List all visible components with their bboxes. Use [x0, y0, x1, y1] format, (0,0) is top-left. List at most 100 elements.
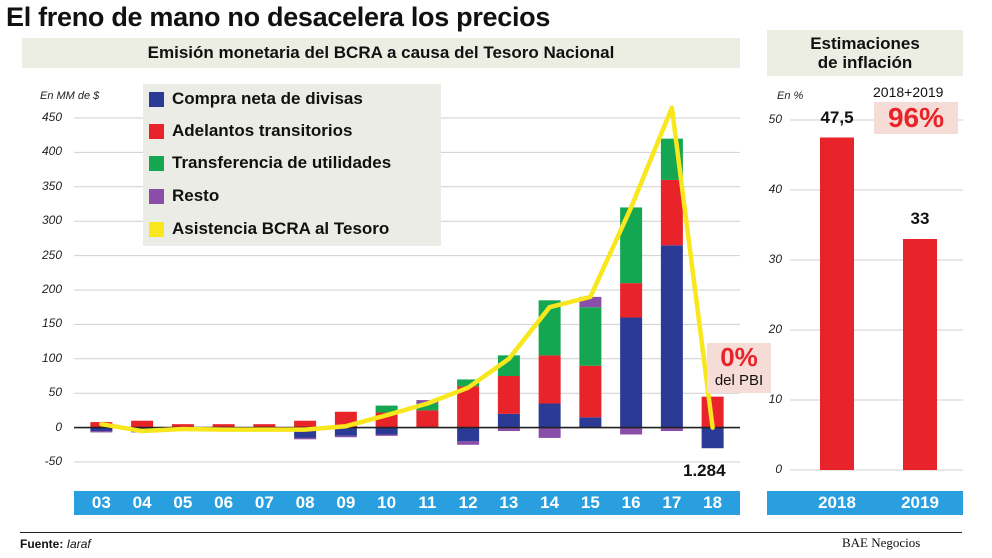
y-tick-label: 150 — [41, 316, 62, 331]
bar-segment — [620, 207, 643, 284]
data-label: 33 — [910, 209, 930, 228]
bar-segment — [171, 424, 194, 428]
bar-segment — [620, 283, 643, 318]
legend-item-resto: Resto — [149, 183, 219, 209]
inflation-bar — [820, 137, 854, 470]
bar-segment — [579, 365, 602, 418]
legend-item-transferencia: Transferencia de utilidades — [149, 150, 391, 176]
bar-segment — [457, 427, 480, 442]
bar-segment — [416, 403, 439, 411]
bar-segment — [497, 427, 520, 432]
bar-segment — [375, 427, 398, 435]
pbi-callout-label: del PBI — [714, 372, 764, 389]
y-tick-label: 450 — [41, 110, 62, 124]
bar-segment — [660, 179, 683, 246]
x-tick-label: 10 — [377, 493, 397, 512]
x-tick-label: 04 — [132, 493, 152, 512]
x-tick-label: 14 — [540, 493, 560, 512]
legend-item-adelantos: Adelantos transitorios — [149, 118, 352, 144]
x-tick-label: 16 — [621, 493, 641, 512]
left-chart-subtitle: Emisión monetaria del BCRA a causa del T… — [22, 38, 740, 68]
last-point-label: 1.284 — [683, 461, 726, 480]
inflation-bar — [903, 239, 937, 470]
x-tick-label: 11 — [418, 493, 437, 512]
brand-credit: BAE Negocios — [842, 535, 921, 550]
main-title: El freno de mano no desacelera los preci… — [6, 2, 551, 32]
x-tick-label: 07 — [254, 493, 274, 512]
bar-segment — [253, 424, 276, 428]
bar-segment — [497, 413, 520, 428]
bar-segment — [457, 441, 480, 445]
y-tick-label: 0 — [55, 419, 62, 434]
bar-segment — [660, 245, 683, 428]
legend-label-transferencia: Transferencia de utilidades — [172, 153, 392, 172]
x-tick-label: 09 — [336, 493, 356, 512]
source-name: Iaraf — [66, 537, 91, 551]
bar-segment — [620, 427, 643, 435]
y-tick-label: -50 — [44, 454, 62, 468]
y-tick-label: 100 — [41, 350, 62, 365]
bar-segment — [538, 355, 561, 404]
legend-label-asistencia: Asistencia BCRA al Tesoro — [172, 219, 390, 238]
left-x-axis-band — [74, 491, 740, 515]
x-tick-label: 2018 — [818, 493, 856, 512]
x-tick-label: 13 — [499, 493, 519, 512]
right-subtitle-line2: de inflación — [817, 53, 913, 72]
y-tick-label: 400 — [41, 144, 62, 159]
right-units-label: En % — [777, 90, 804, 102]
bar-segment — [294, 427, 317, 438]
bar-segment — [131, 420, 154, 428]
legend-label-adelantos: Adelantos transitorios — [172, 121, 353, 140]
legend-item-compra: Compra neta de divisas — [149, 86, 363, 112]
y-tick-label: 0 — [775, 462, 782, 476]
x-tick-label: 05 — [173, 493, 193, 512]
bar-segment — [497, 376, 520, 414]
bar-segment — [457, 386, 480, 428]
x-tick-label: 15 — [580, 493, 600, 512]
bar-segment — [334, 427, 357, 436]
legend-swatch-resto — [149, 188, 164, 204]
x-tick-label: 18 — [703, 493, 723, 512]
legend-swatch-compra — [149, 91, 164, 107]
emission-chart — [74, 105, 740, 463]
y-tick-label: 350 — [41, 178, 62, 193]
asistencia-line — [99, 105, 715, 434]
bar-segment — [701, 427, 724, 449]
legend-swatch-adelantos — [149, 123, 164, 139]
bar-segment — [538, 427, 561, 438]
source-note: Fuente: Iaraf — [20, 537, 91, 551]
y-tick-label: 40 — [768, 182, 782, 196]
y-tick-label: 10 — [768, 392, 782, 406]
y-tick-label: 20 — [768, 322, 782, 336]
bar-segment — [579, 307, 602, 366]
legend-item-asistencia: Asistencia BCRA al Tesoro — [149, 216, 389, 242]
chart-legend: Compra neta de divisas Adelantos transit… — [143, 84, 441, 246]
legend-label-compra: Compra neta de divisas — [172, 89, 363, 108]
pbi-callout: 0% del PBI — [707, 343, 771, 393]
bar-segment — [579, 296, 602, 308]
source-label: Fuente: — [20, 537, 64, 551]
right-subtitle-line1: Estimaciones — [810, 34, 920, 53]
y-tick-label: 50 — [48, 385, 62, 400]
bar-segment — [212, 424, 235, 428]
legend-swatch-asistencia — [149, 221, 164, 237]
bar-segment — [620, 317, 643, 428]
right-chart-subtitle: Estimaciones de inflación — [767, 30, 963, 76]
x-tick-label: 12 — [458, 493, 478, 512]
bar-segment — [416, 410, 439, 428]
bar-segment — [660, 427, 683, 432]
right-x-axis-band — [767, 491, 963, 515]
bar-segment — [90, 431, 113, 433]
combined-value: 96% — [874, 102, 958, 134]
y-tick-label: 250 — [41, 247, 62, 262]
legend-label-resto: Resto — [172, 186, 220, 205]
footer-rule — [20, 532, 962, 533]
pbi-callout-value: 0% — [720, 342, 758, 372]
y-tick-label: 30 — [768, 252, 782, 266]
y-tick-label: 200 — [41, 282, 62, 296]
x-tick-label: 17 — [662, 493, 682, 512]
legend-swatch-transferencia — [149, 155, 164, 171]
bar-segment — [294, 437, 317, 440]
x-tick-label: 06 — [214, 493, 234, 512]
bar-segment — [294, 420, 317, 428]
